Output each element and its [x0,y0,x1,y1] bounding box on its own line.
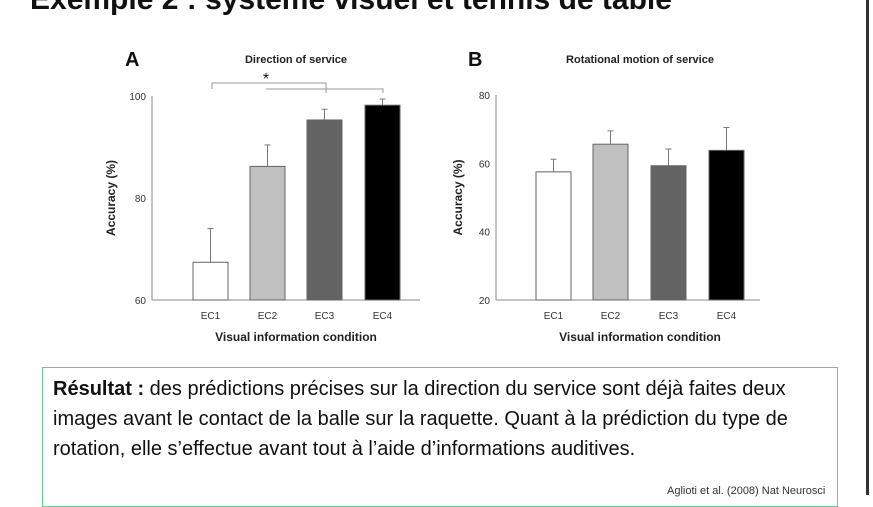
y-tick-label: 80 [135,194,147,205]
x-axis-label: Visual information condition [559,330,721,344]
panel-label: B [468,49,482,71]
x-tick-label: EC4 [373,311,393,322]
panel-label: A [125,49,139,71]
charts: A Direction of service 60 80 100 EC1 EC2 EC3 EC4… [104,49,760,344]
x-tick-label: EC1 [544,311,564,322]
y-tick-label: 20 [479,296,491,307]
chart-title: Rotational motion of service [566,54,714,66]
x-tick-label: EC3 [659,311,679,322]
y-tick-label: 60 [135,296,147,307]
bar-ec2 [592,143,629,301]
slide-title: Exemple 2 : système visuel et tennis de … [30,0,672,17]
citation: Aglioti et al. (2008) Nat Neurosci [667,485,826,497]
x-axis-label: Visual information condition [215,330,377,344]
bar-ec4 [708,149,745,301]
x-tick-label: EC3 [315,311,335,322]
slide-edge [866,0,869,495]
x-tick-label: EC4 [717,311,737,322]
bar-ec3 [306,119,343,301]
significance-marker: * [263,71,269,88]
significance-bracket [211,82,327,89]
y-tick-label: 60 [479,159,491,170]
result-text: des prédictions précises sur la directio… [53,378,788,460]
y-tick-label: 100 [129,92,146,103]
x-tick-label: EC1 [201,311,221,322]
y-axis-label: Accuracy (%) [104,160,118,236]
bar-ec3 [650,165,687,301]
bar-ec4 [364,104,401,301]
y-tick-label: 80 [479,91,491,102]
x-tick-label: EC2 [258,311,278,322]
bar-ec1 [192,261,229,301]
x-tick-label: EC2 [601,311,621,322]
result-label: Résultat : [53,378,145,400]
bar-ec1 [535,171,572,301]
significance-bracket [266,88,384,93]
bar-ec2 [249,165,286,301]
chart-title: Direction of service [245,54,347,66]
result-box: Résultat : des prédictions précises sur … [42,367,838,507]
y-axis-label: Accuracy (%) [451,159,465,235]
y-tick-label: 40 [479,228,491,239]
